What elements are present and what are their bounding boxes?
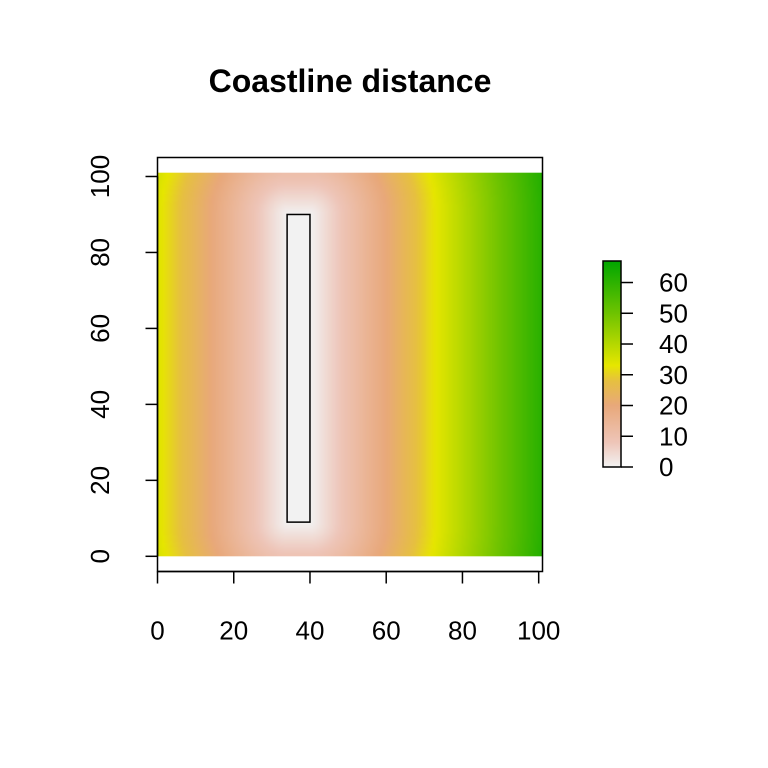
x-tick-label: 40: [296, 616, 325, 646]
colorbar-tick-label: 0: [659, 452, 673, 482]
y-tick-label: 0: [85, 549, 115, 563]
colorbar-tick-label: 60: [659, 268, 688, 298]
y-tick-label: 20: [85, 466, 115, 495]
y-tick-label: 80: [85, 238, 115, 267]
colorbar-tick-label: 10: [659, 421, 688, 451]
x-tick-label: 100: [517, 616, 560, 646]
y-tick-label: 100: [85, 155, 115, 198]
x-tick-label: 0: [150, 616, 164, 646]
colorbar-tick-label: 40: [659, 329, 688, 359]
heatmap-raster: [157, 172, 543, 557]
colorbar-tick-label: 50: [659, 298, 688, 328]
colorbar-gradient: [602, 260, 622, 468]
x-tick-label: 20: [219, 616, 248, 646]
y-tick-label: 60: [85, 314, 115, 343]
coastline-rectangle: [286, 213, 311, 523]
x-tick-label: 60: [372, 616, 401, 646]
colorbar-tick-label: 30: [659, 360, 688, 390]
colorbar-tick-label: 20: [659, 391, 688, 421]
y-tick-label: 40: [85, 390, 115, 419]
x-tick-label: 80: [448, 616, 477, 646]
x-axis: 0 20 40 60 80 100: [150, 570, 560, 646]
y-axis: 0 20 40 60 80 100: [85, 155, 159, 564]
chart-title: Coastline distance: [209, 63, 492, 99]
